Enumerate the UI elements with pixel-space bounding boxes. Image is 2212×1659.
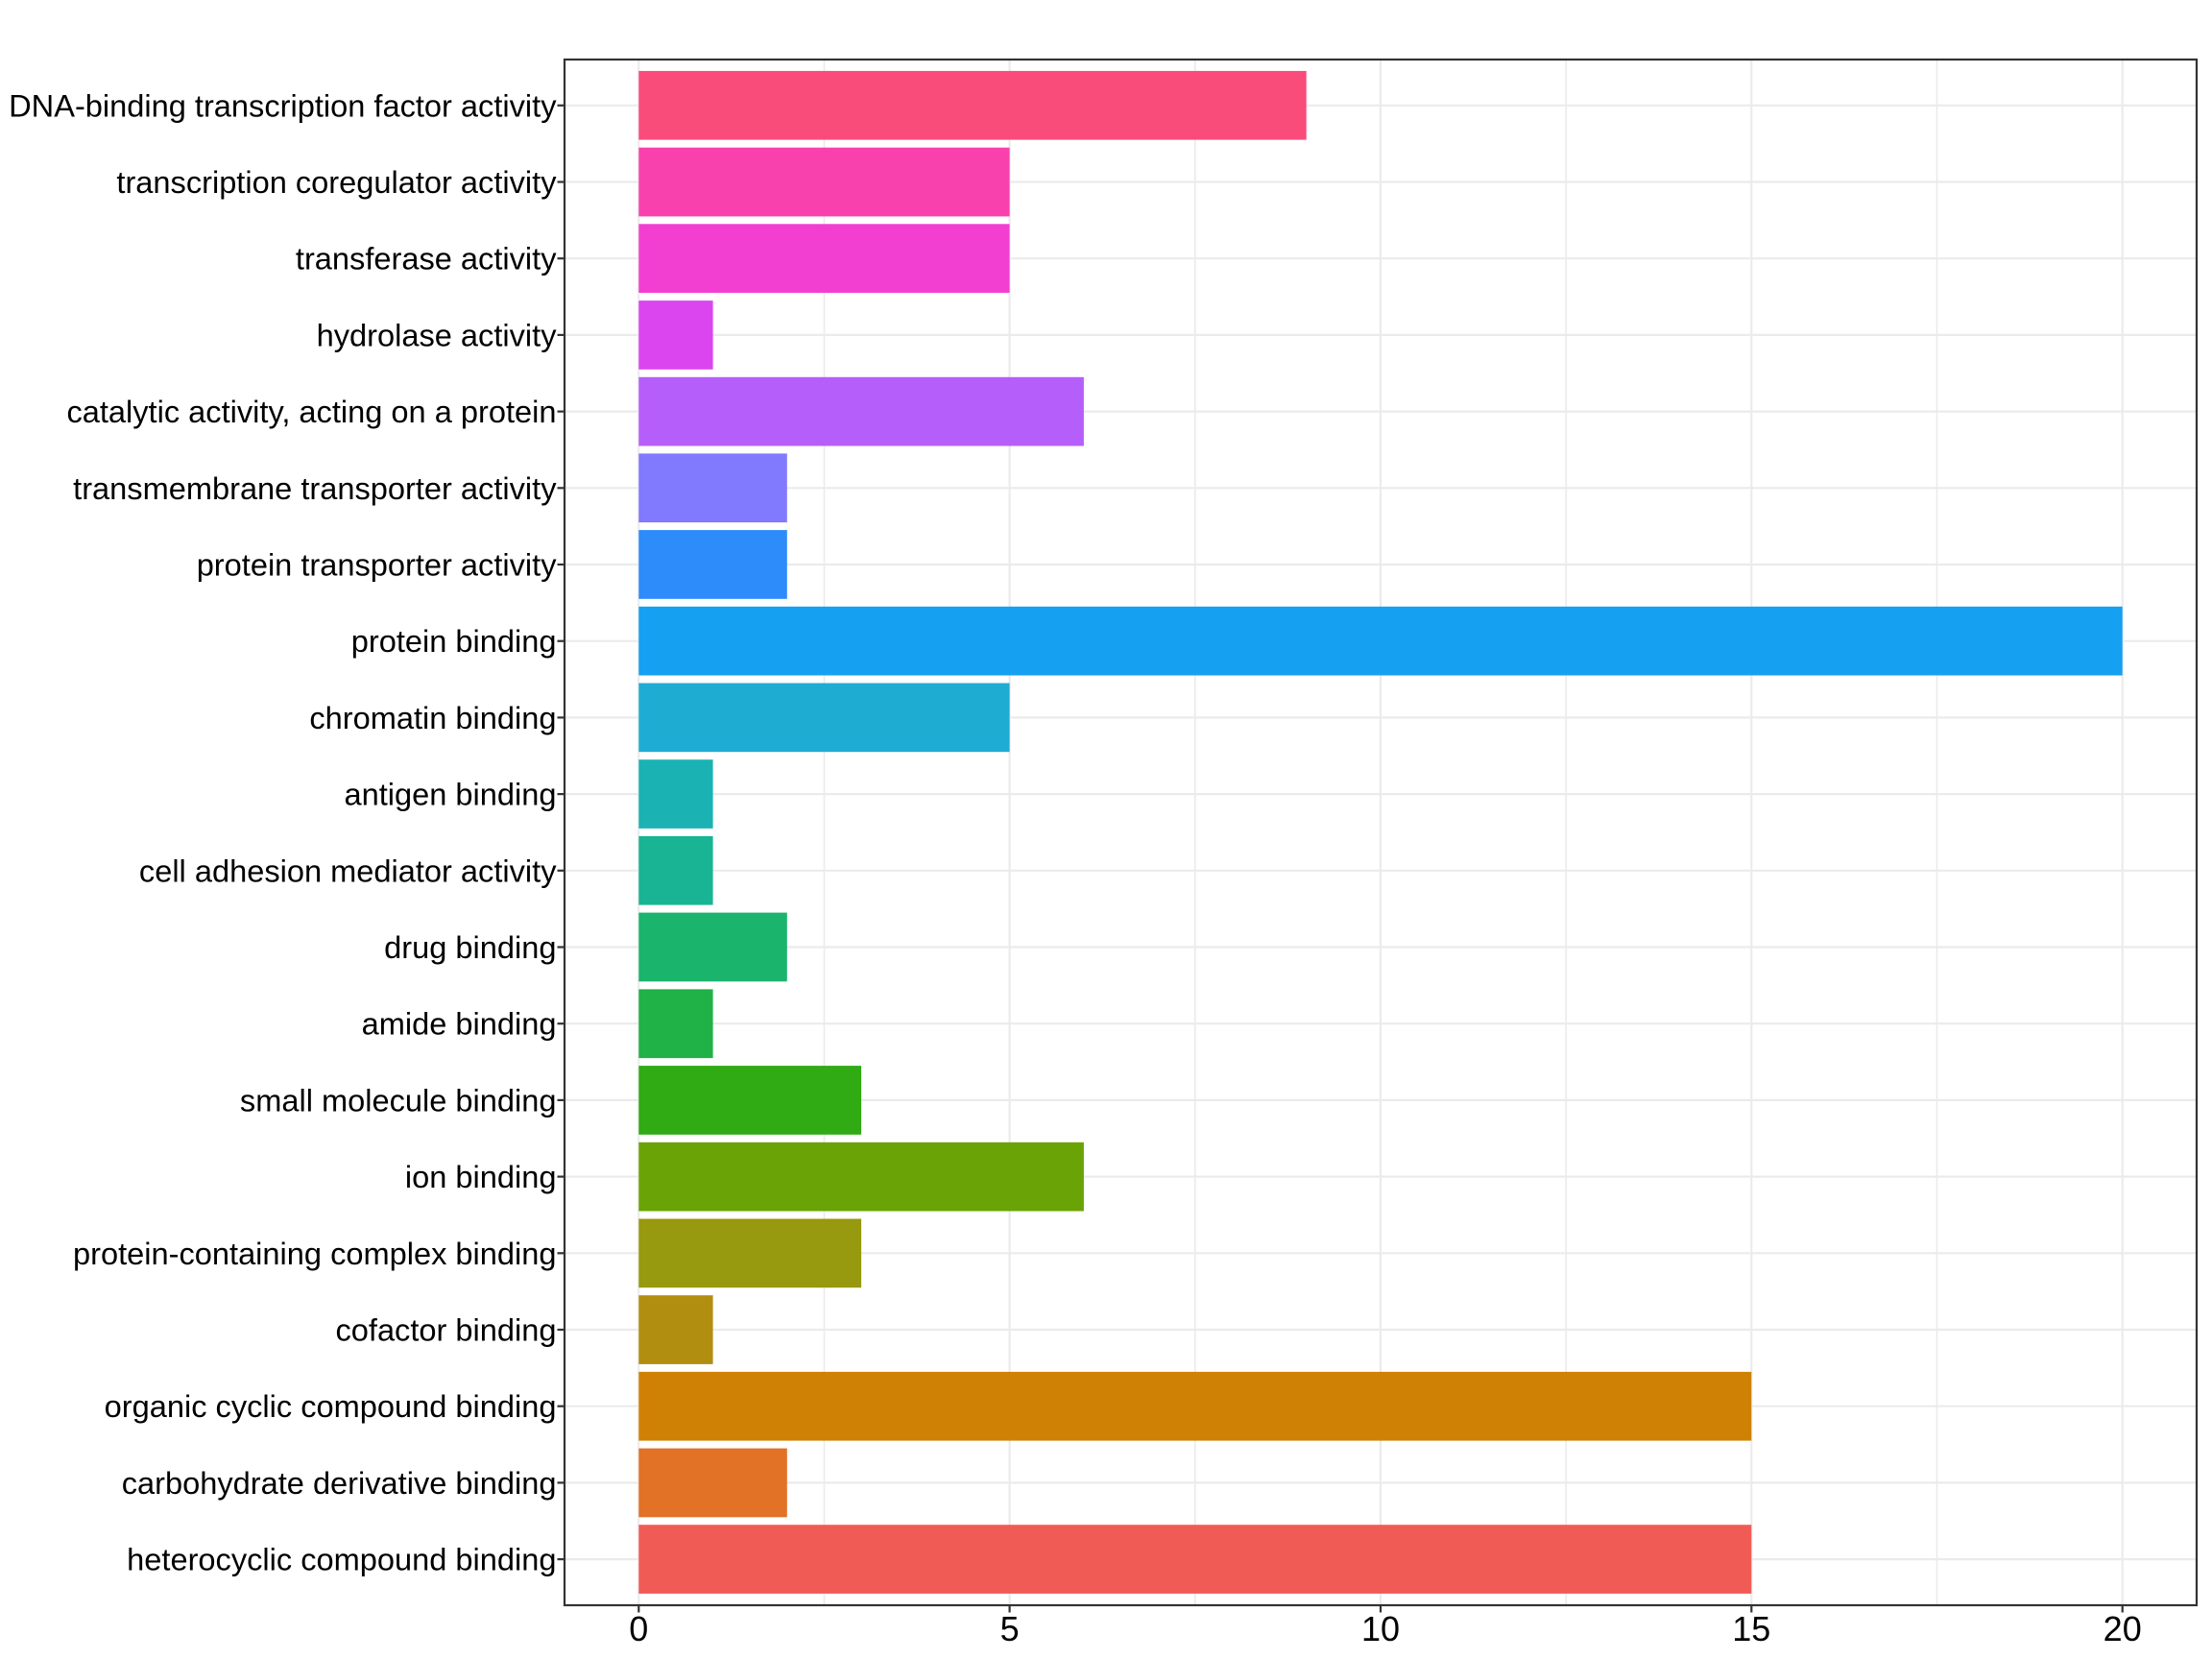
svg-text:DNA-binding transcription fact: DNA-binding transcription factor activit… bbox=[9, 87, 557, 123]
svg-text:amide binding: amide binding bbox=[362, 1006, 557, 1042]
svg-text:transmembrane transporter acti: transmembrane transporter activity bbox=[73, 470, 557, 506]
svg-text:protein binding: protein binding bbox=[351, 623, 557, 659]
svg-text:cell adhesion mediator activit: cell adhesion mediator activity bbox=[139, 853, 557, 888]
svg-text:protein transporter activity: protein transporter activity bbox=[197, 547, 558, 583]
svg-text:15: 15 bbox=[1732, 1609, 1770, 1648]
svg-text:transferase activity: transferase activity bbox=[296, 241, 557, 276]
svg-text:5: 5 bbox=[1000, 1609, 1020, 1648]
svg-text:hydrolase activity: hydrolase activity bbox=[317, 317, 558, 352]
svg-text:drug binding: drug binding bbox=[384, 929, 556, 965]
svg-text:20: 20 bbox=[2104, 1609, 2142, 1648]
svg-text:chromatin binding: chromatin binding bbox=[309, 700, 556, 735]
svg-text:10: 10 bbox=[1361, 1609, 1400, 1648]
svg-text:transcription coregulator acti: transcription coregulator activity bbox=[116, 164, 557, 200]
svg-text:organic cyclic compound bindin: organic cyclic compound binding bbox=[105, 1388, 557, 1424]
svg-text:ion binding: ion binding bbox=[405, 1159, 557, 1194]
svg-text:cofactor binding: cofactor binding bbox=[335, 1312, 556, 1348]
svg-text:small molecule binding: small molecule binding bbox=[240, 1082, 557, 1118]
svg-text:heterocyclic compound binding: heterocyclic compound binding bbox=[127, 1542, 556, 1577]
svg-text:carbohydrate derivative bindin: carbohydrate derivative binding bbox=[122, 1465, 557, 1501]
svg-text:0: 0 bbox=[629, 1609, 648, 1648]
svg-text:catalytic activity, acting on: catalytic activity, acting on a protein bbox=[66, 394, 556, 429]
svg-text:antigen binding: antigen binding bbox=[344, 777, 556, 812]
svg-text:protein-containing complex bin: protein-containing complex binding bbox=[73, 1236, 556, 1271]
